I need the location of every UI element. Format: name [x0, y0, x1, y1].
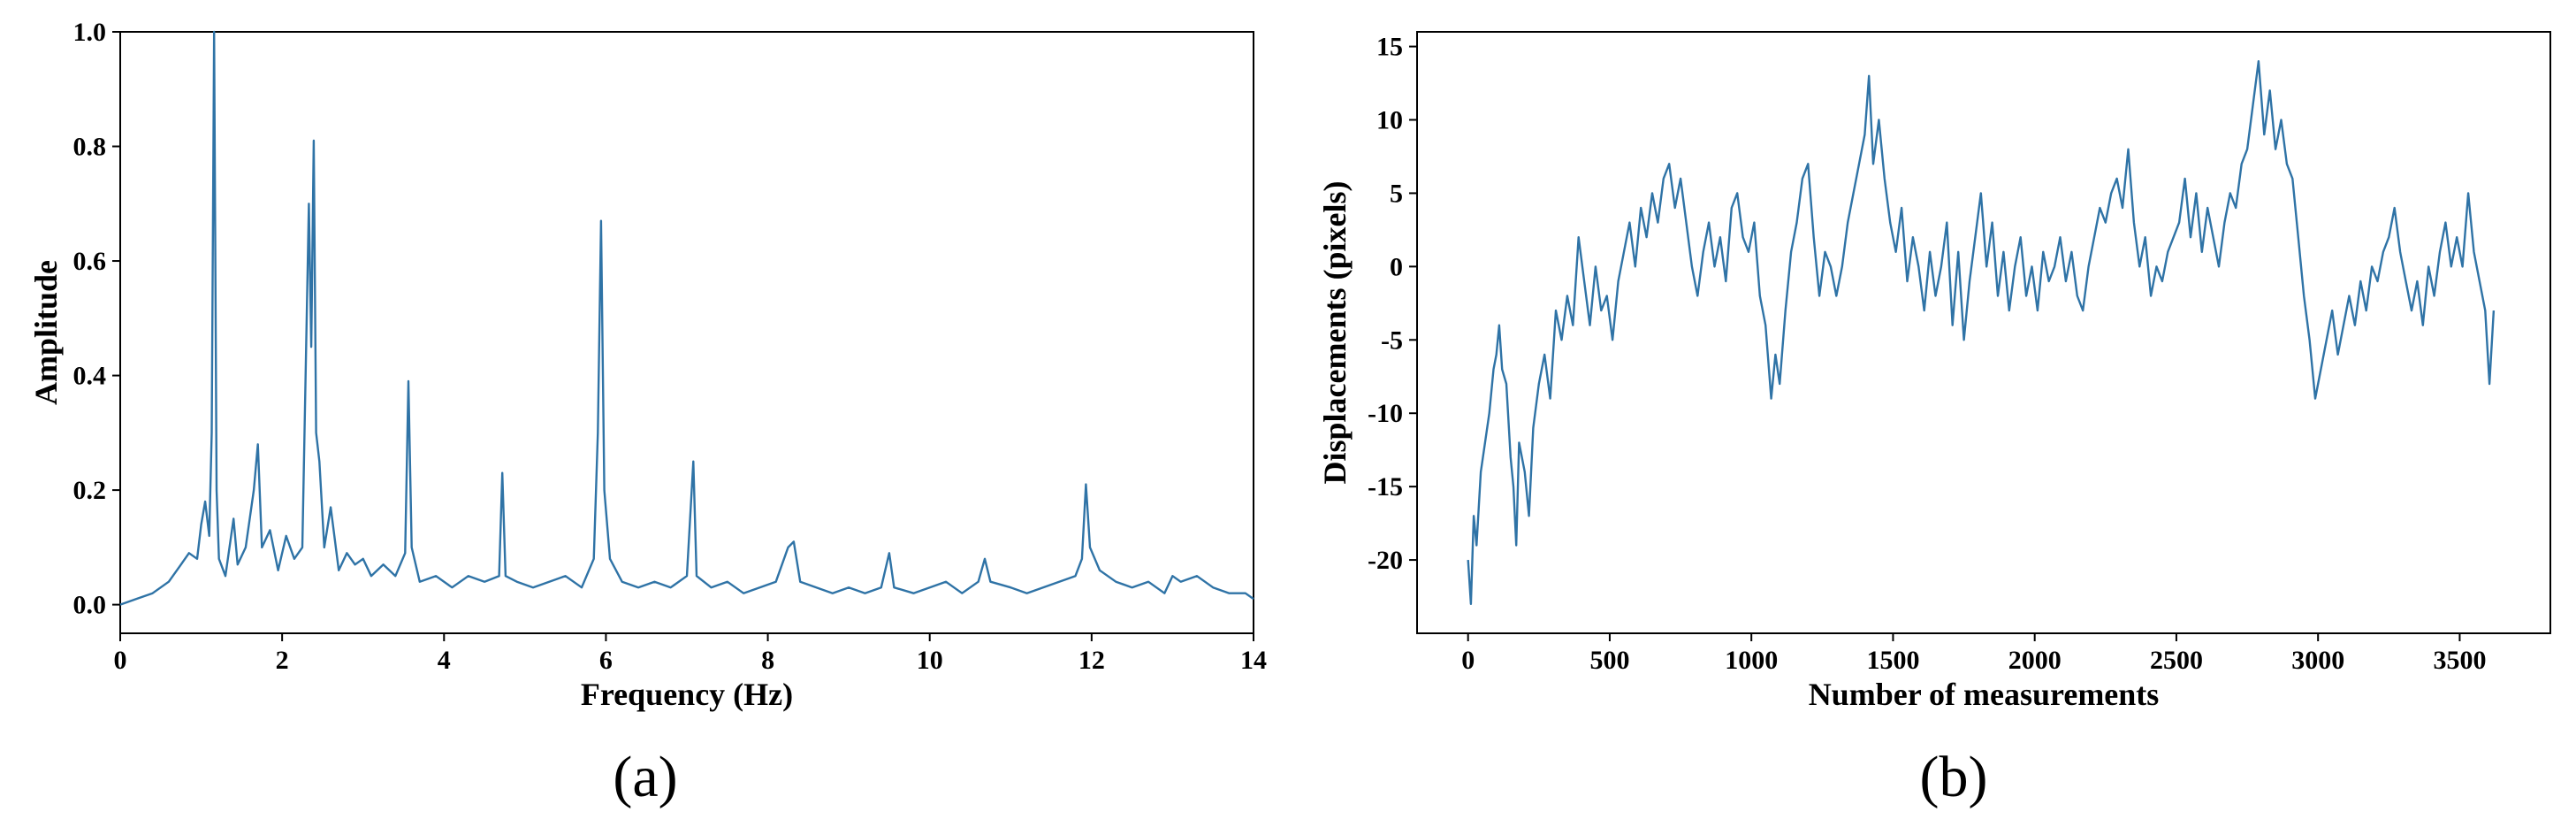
x-tick-label: 500 — [1589, 646, 1629, 675]
x-tick-label: 8 — [761, 646, 774, 675]
y-axis-label-b: Displacements (pixels) — [1317, 181, 1353, 485]
x-ticks-a: 0 2 4 6 8 10 12 14 — [114, 633, 1267, 675]
x-tick-label: 2500 — [2150, 646, 2203, 675]
chart-panel-b: 0 500 1000 1500 2000 2500 3000 3500 -20 -15 -10 -5… — [1317, 31, 2551, 809]
y-tick-label: -20 — [1368, 546, 1403, 575]
x-tick-label: 3000 — [2291, 646, 2344, 675]
panel-label-b: (b) — [1920, 745, 1988, 809]
x-ticks-b: 0 500 1000 1500 2000 2500 3000 3500 — [1461, 633, 2486, 675]
x-tick-label: 14 — [1240, 646, 1267, 675]
series-line-a — [119, 30, 1254, 606]
x-tick-label: 10 — [917, 646, 943, 675]
y-tick-label: 0 — [1390, 252, 1403, 281]
y-tick-label: 0.0 — [73, 591, 107, 620]
x-axis-label-b: Number of measurements — [1809, 677, 2160, 712]
x-axis-label-a: Frequency (Hz) — [581, 677, 793, 712]
y-ticks-b: -20 -15 -10 -5 0 5 10 15 — [1368, 33, 1417, 575]
x-tick-label: 1000 — [1725, 646, 1778, 675]
series-line-b — [1467, 60, 2496, 605]
y-tick-label: 0.2 — [73, 476, 107, 505]
chart-panel-a: 0 2 4 6 8 10 12 14 0.0 0.2 0.4 0.6 0.8 1.0 Frequency… — [28, 18, 1267, 809]
y-tick-label: 15 — [1376, 33, 1403, 62]
y-tick-label: -15 — [1368, 472, 1403, 502]
x-tick-label: 1500 — [1866, 646, 1919, 675]
y-tick-label: -10 — [1368, 399, 1403, 428]
y-tick-label: 0.8 — [73, 133, 107, 162]
x-tick-label: 0 — [1461, 646, 1475, 675]
panel-label-a: (a) — [613, 745, 677, 809]
x-tick-label: 2 — [276, 646, 289, 675]
plot-frame-b — [1416, 31, 2551, 634]
y-tick-label: -5 — [1381, 325, 1403, 355]
y-tick-label: 1.0 — [73, 18, 107, 47]
x-tick-label: 12 — [1078, 646, 1105, 675]
x-tick-label: 2000 — [2008, 646, 2062, 675]
x-tick-label: 0 — [114, 646, 127, 675]
x-tick-label: 6 — [599, 646, 613, 675]
y-tick-label: 10 — [1376, 106, 1403, 135]
x-tick-label: 4 — [438, 646, 451, 675]
y-ticks-a: 0.0 0.2 0.4 0.6 0.8 1.0 — [73, 18, 120, 620]
y-tick-label: 5 — [1390, 179, 1403, 208]
y-tick-label: 0.4 — [73, 362, 107, 391]
plot-frame-a — [119, 31, 1254, 634]
y-axis-label-a: Amplitude — [28, 260, 64, 405]
y-tick-label: 0.6 — [73, 247, 107, 276]
x-tick-label: 3500 — [2433, 646, 2486, 675]
